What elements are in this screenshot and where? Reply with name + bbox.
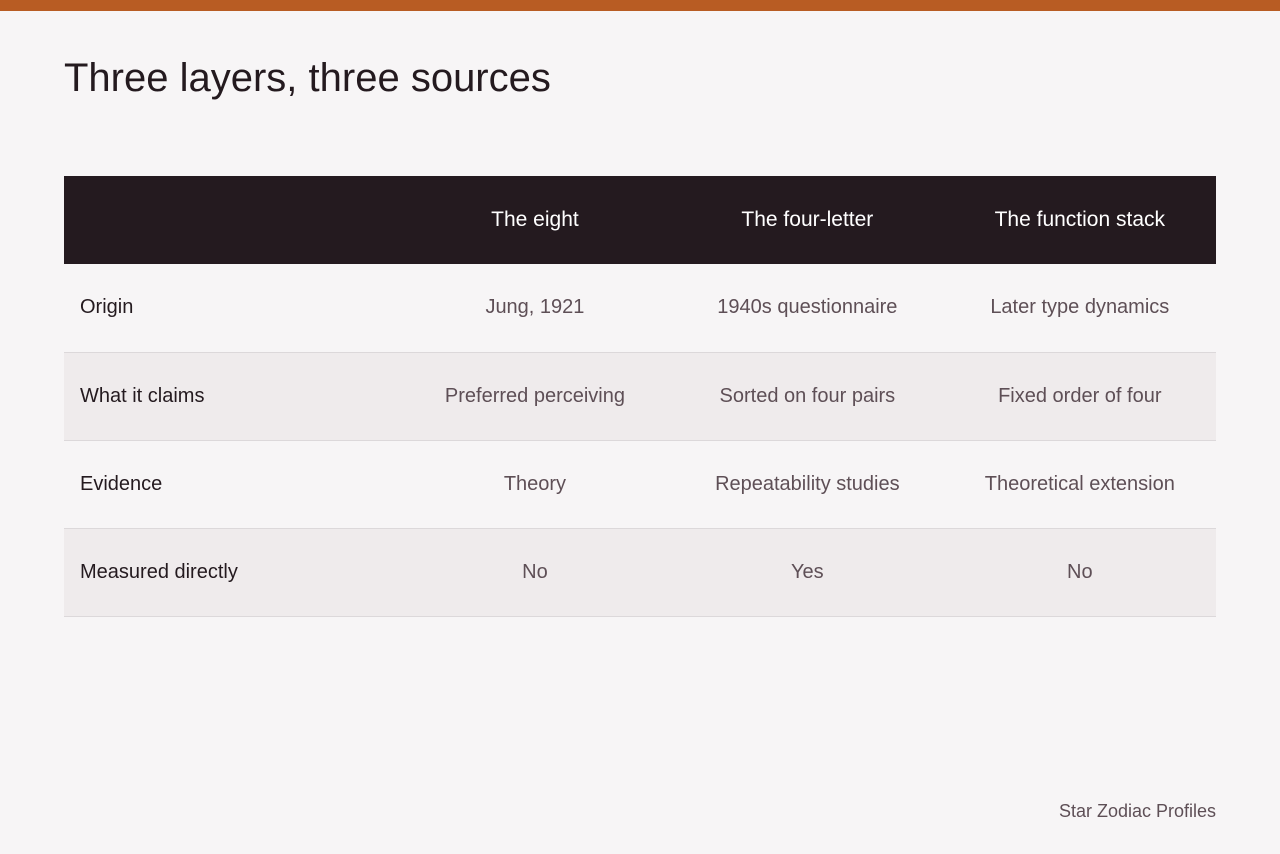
table-cell: Sorted on four pairs: [719, 384, 896, 407]
row-label: Origin: [80, 296, 134, 319]
header-row: The eight The four-letter The function sta…: [64, 176, 1216, 264]
table-cell: No: [522, 560, 548, 583]
row-label: Evidence: [80, 472, 163, 495]
row-label: What it claims: [80, 384, 205, 407]
table-cell: 1940s questionnaire: [717, 296, 898, 319]
top-bar: [0, 0, 1280, 11]
table-cell: Jung, 1921: [485, 296, 585, 319]
table-row: Measured directly No Yes No: [64, 528, 1216, 616]
column-header: The function stack: [994, 208, 1166, 231]
table-row: Origin Jung, 1921 1940s questionnaire Later…: [64, 264, 1216, 352]
header-cell: [64, 176, 399, 264]
table-cell: Preferred perceiving: [444, 384, 625, 407]
table-row: Evidence Theory Repeatability studies Theor…: [64, 440, 1216, 528]
table-cell: Theory: [503, 472, 567, 495]
column-header: The eight: [491, 208, 579, 231]
comparison-table: The eight The four-letter The function sta…: [64, 176, 1216, 617]
title: Three layers, three sources: [64, 56, 551, 100]
column-header: The four-letter: [741, 208, 874, 231]
row-label: Measured directly: [80, 560, 238, 583]
brand: Star Zodiac Profiles: [1058, 801, 1216, 821]
table-cell: Fixed order of four: [998, 384, 1162, 407]
table-row: What it claims Preferred perceiving Sorted…: [64, 352, 1216, 440]
table-cell: Repeatability studies: [715, 472, 900, 495]
table-cell: No: [1067, 560, 1093, 583]
table-cell: Theoretical extension: [984, 472, 1175, 495]
table-cell: Yes: [791, 560, 824, 583]
table-cell: Later type dynamics: [990, 296, 1170, 319]
